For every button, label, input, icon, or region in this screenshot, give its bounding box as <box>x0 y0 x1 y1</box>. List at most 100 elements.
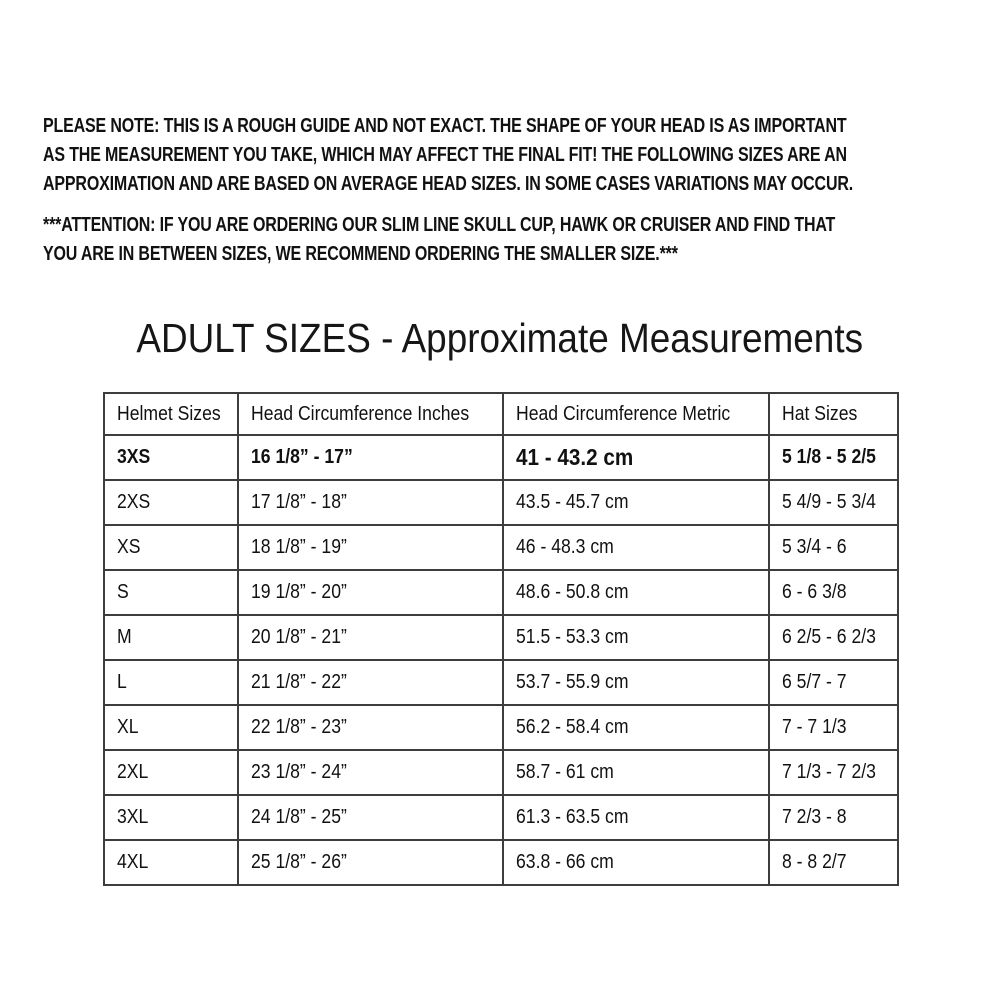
table-cell: 5 4/9 - 5 3/4 <box>768 479 899 526</box>
table-cell: 53.7 - 55.9 cm <box>502 659 770 706</box>
column-header-label: Helmet Sizes <box>117 402 221 425</box>
attention-paragraph: ***ATTENTION: IF YOU ARE ORDERING OUR SL… <box>43 214 836 265</box>
table-cell: 7 1/3 - 7 2/3 <box>768 749 899 796</box>
table-cell: 41 - 43.2 cm <box>502 434 770 481</box>
table-cell: XL <box>103 704 239 751</box>
note-paragraph: PLEASE NOTE: THIS IS A ROUGH GUIDE AND N… <box>43 115 854 195</box>
table-cell-text: 6 5/7 - 7 <box>782 671 847 693</box>
table-cell: 3XL <box>103 794 239 841</box>
table-cell: 25 1/8” - 26” <box>237 839 504 886</box>
table-cell-text: 43.5 - 45.7 cm <box>516 491 629 513</box>
column-header: Hat Sizes <box>768 392 899 436</box>
table-cell-text: XS <box>117 536 141 558</box>
table-cell: 18 1/8” - 19” <box>237 524 504 571</box>
table-row: S 19 1/8” - 20” 48.6 - 50.8 cm 6 - 6 3/8 <box>103 569 899 616</box>
table-cell: 58.7 - 61 cm <box>502 749 770 796</box>
table-cell: 48.6 - 50.8 cm <box>502 569 770 616</box>
table-cell-text: 2XS <box>117 491 151 513</box>
column-header-label: Head Circumference Inches <box>251 402 470 425</box>
table-row: L 21 1/8” - 22” 53.7 - 55.9 cm 6 5/7 - 7 <box>103 659 899 706</box>
table-cell-text: M <box>117 626 132 648</box>
table-header-row: Helmet Sizes Head Circumference Inches Hea… <box>103 392 899 436</box>
table-row: 3XL 24 1/8” - 25” 61.3 - 63.5 cm 7 2/3 - 8 <box>103 794 899 841</box>
table-cell: 61.3 - 63.5 cm <box>502 794 770 841</box>
table-cell-text: XL <box>117 716 139 738</box>
table-cell-text: 58.7 - 61 cm <box>516 761 614 783</box>
table-cell-text: 8 - 8 2/7 <box>782 851 847 873</box>
page-title: ADULT SIZES - Approximate Measurements <box>0 314 1000 362</box>
table-cell: 6 2/5 - 6 2/3 <box>768 614 899 661</box>
table-cell-text: 25 1/8” - 26” <box>251 851 347 873</box>
table-cell: 16 1/8” - 17” <box>237 434 504 481</box>
table-cell: L <box>103 659 239 706</box>
table-cell: M <box>103 614 239 661</box>
table-cell-text: 46 - 48.3 cm <box>516 536 614 558</box>
table-cell-text: 2XL <box>117 761 149 783</box>
table-cell: 6 - 6 3/8 <box>768 569 899 616</box>
table-cell: S <box>103 569 239 616</box>
column-header: Head Circumference Inches <box>237 392 504 436</box>
table-cell: 17 1/8” - 18” <box>237 479 504 526</box>
table-cell: 46 - 48.3 cm <box>502 524 770 571</box>
table-cell-text: S <box>117 581 129 603</box>
table-cell: 5 3/4 - 6 <box>768 524 899 571</box>
table-cell: 19 1/8” - 20” <box>237 569 504 616</box>
table-cell: 2XL <box>103 749 239 796</box>
table-cell: 5 1/8 - 5 2/5 <box>768 434 899 481</box>
table-cell: 63.8 - 66 cm <box>502 839 770 886</box>
table-row: XS 18 1/8” - 19” 46 - 48.3 cm 5 3/4 - 6 <box>103 524 899 571</box>
table-cell-text: 3XL <box>117 806 149 828</box>
table-cell-text: 17 1/8” - 18” <box>251 491 347 513</box>
table-cell-text: 48.6 - 50.8 cm <box>516 581 629 603</box>
table-cell: 23 1/8” - 24” <box>237 749 504 796</box>
table-cell: 4XL <box>103 839 239 886</box>
page-title-text: ADULT SIZES - Approximate Measurements <box>136 315 864 361</box>
table-cell-text: 6 - 6 3/8 <box>782 581 847 603</box>
table-cell-text: 56.2 - 58.4 cm <box>516 716 629 738</box>
adult-sizes-table: Helmet Sizes Head Circumference Inches Hea… <box>103 392 899 886</box>
table-cell: 7 2/3 - 8 <box>768 794 899 841</box>
column-header: Helmet Sizes <box>103 392 239 436</box>
table-cell: 20 1/8” - 21” <box>237 614 504 661</box>
table-row: 2XS 17 1/8” - 18” 43.5 - 45.7 cm 5 4/9 - 5 … <box>103 479 899 526</box>
table-body: 3XS 16 1/8” - 17” 41 - 43.2 cm 5 1/8 - 5 2/… <box>103 434 899 886</box>
table-cell-text: 24 1/8” - 25” <box>251 806 347 828</box>
table-cell-text: 7 2/3 - 8 <box>782 806 847 828</box>
table-cell: 2XS <box>103 479 239 526</box>
table-cell: 8 - 8 2/7 <box>768 839 899 886</box>
table-cell-text: 5 3/4 - 6 <box>782 536 847 558</box>
table-cell: 7 - 7 1/3 <box>768 704 899 751</box>
table-cell: 22 1/8” - 23” <box>237 704 504 751</box>
table-cell-text: L <box>117 671 127 693</box>
table-cell-text: 63.8 - 66 cm <box>516 851 614 873</box>
table-cell: 56.2 - 58.4 cm <box>502 704 770 751</box>
table-row: 3XS 16 1/8” - 17” 41 - 43.2 cm 5 1/8 - 5 2/… <box>103 434 899 481</box>
table-cell-text: 20 1/8” - 21” <box>251 626 347 648</box>
table-cell-text: 53.7 - 55.9 cm <box>516 671 629 693</box>
table-cell-text: 16 1/8” - 17” <box>251 446 353 468</box>
table-cell-text: 6 2/5 - 6 2/3 <box>782 626 876 648</box>
table-cell-text: 5 4/9 - 5 3/4 <box>782 491 876 513</box>
table-cell-text: 51.5 - 53.3 cm <box>516 626 629 648</box>
table-cell: 21 1/8” - 22” <box>237 659 504 706</box>
column-header: Head Circumference Metric <box>502 392 770 436</box>
table-cell-text: 18 1/8” - 19” <box>251 536 347 558</box>
table-cell: 51.5 - 53.3 cm <box>502 614 770 661</box>
table-cell-text: 19 1/8” - 20” <box>251 581 347 603</box>
table-cell: XS <box>103 524 239 571</box>
table-row: 4XL 25 1/8” - 26” 63.8 - 66 cm 8 - 8 2/7 <box>103 839 899 886</box>
table-cell: 43.5 - 45.7 cm <box>502 479 770 526</box>
table-cell-text: 7 - 7 1/3 <box>782 716 847 738</box>
table-row: M 20 1/8” - 21” 51.5 - 53.3 cm 6 2/5 - 6 2/… <box>103 614 899 661</box>
table-cell-text: 4XL <box>117 851 149 873</box>
table-cell-text: 41 - 43.2 cm <box>516 444 634 470</box>
table-row: 2XL 23 1/8” - 24” 58.7 - 61 cm 7 1/3 - 7 2/… <box>103 749 899 796</box>
table-row: XL 22 1/8” - 23” 56.2 - 58.4 cm 7 - 7 1/3 <box>103 704 899 751</box>
table-cell: 24 1/8” - 25” <box>237 794 504 841</box>
table-cell-text: 5 1/8 - 5 2/5 <box>782 446 876 468</box>
table-cell: 3XS <box>103 434 239 481</box>
column-header-label: Hat Sizes <box>782 402 858 425</box>
table-cell: 6 5/7 - 7 <box>768 659 899 706</box>
table-cell-text: 3XS <box>117 446 151 468</box>
